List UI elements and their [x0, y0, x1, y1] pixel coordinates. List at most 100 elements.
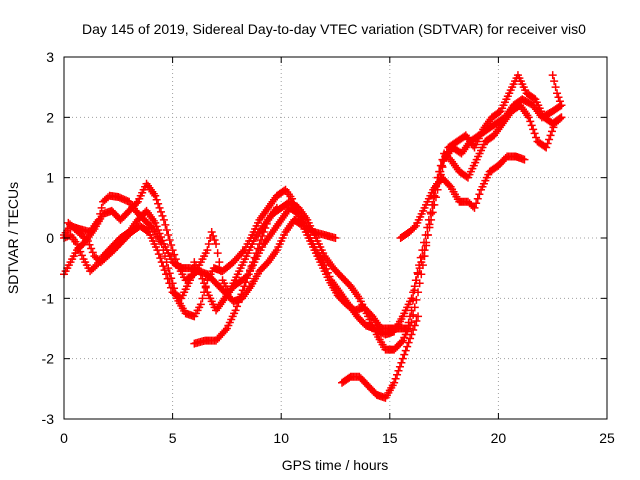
- data-point: [165, 236, 174, 245]
- data-point: [252, 249, 261, 258]
- data-point: [420, 238, 429, 247]
- data-point: [88, 248, 97, 257]
- data-point: [437, 161, 446, 170]
- data-point: [470, 203, 479, 212]
- data-point: [421, 230, 430, 239]
- data-point: [526, 117, 535, 126]
- series-trace-4: [60, 71, 566, 333]
- data-point: [73, 240, 82, 249]
- data-point: [297, 220, 306, 229]
- data-point: [253, 244, 262, 253]
- data-point: [406, 312, 415, 321]
- data-point: [233, 302, 242, 311]
- data-point: [527, 121, 536, 130]
- data-point: [256, 236, 265, 245]
- data-point: [158, 236, 167, 245]
- data-points-layer: [60, 71, 566, 402]
- data-point: [159, 262, 168, 271]
- series-trace-7: [396, 152, 529, 242]
- data-point: [390, 378, 399, 387]
- data-point: [162, 225, 171, 234]
- data-point: [423, 223, 432, 232]
- data-point: [551, 83, 560, 92]
- data-point: [210, 236, 219, 245]
- data-point: [545, 135, 554, 144]
- data-point: [408, 296, 417, 305]
- data-point: [495, 108, 504, 117]
- data-point: [204, 240, 213, 249]
- data-point: [259, 227, 268, 236]
- data-point: [413, 268, 422, 277]
- data-point: [400, 350, 409, 359]
- data-point: [550, 77, 559, 86]
- x-tick-label: 0: [60, 430, 68, 446]
- data-point: [415, 261, 424, 270]
- data-point: [429, 193, 438, 202]
- data-point: [87, 244, 96, 253]
- data-point: [410, 223, 419, 232]
- data-point: [418, 246, 427, 255]
- data-point: [162, 270, 171, 279]
- data-point: [442, 148, 451, 157]
- data-point: [472, 199, 481, 208]
- data-point: [85, 240, 94, 249]
- data-point: [170, 250, 179, 259]
- data-point: [395, 362, 404, 371]
- data-point: [404, 318, 413, 327]
- data-point: [546, 131, 555, 140]
- data-point: [555, 114, 564, 123]
- data-point: [272, 203, 281, 212]
- data-point: [473, 194, 482, 203]
- data-point: [410, 321, 419, 330]
- x-tick-label: 15: [382, 430, 398, 446]
- data-point: [258, 231, 267, 240]
- data-point: [520, 155, 529, 164]
- data-point: [203, 246, 212, 255]
- data-point: [196, 300, 205, 309]
- data-point: [157, 258, 166, 267]
- data-point: [262, 219, 271, 228]
- data-point: [241, 278, 250, 287]
- data-point: [247, 262, 256, 271]
- data-point: [157, 207, 166, 216]
- y-tick-label: 3: [46, 49, 54, 65]
- data-point: [215, 258, 224, 267]
- data-point: [147, 223, 156, 232]
- data-point: [216, 267, 225, 276]
- data-point: [160, 266, 169, 275]
- data-point: [248, 258, 257, 267]
- data-point: [164, 230, 173, 239]
- data-point: [397, 338, 406, 347]
- data-point: [548, 71, 557, 80]
- data-point: [530, 129, 539, 138]
- data-point: [132, 199, 141, 208]
- data-point: [529, 125, 538, 134]
- data-point: [213, 249, 222, 258]
- x-axis-label: GPS time / hours: [282, 457, 389, 473]
- data-point: [97, 203, 106, 212]
- data-point: [391, 374, 400, 383]
- data-point: [143, 226, 152, 235]
- data-point: [154, 250, 163, 259]
- data-point: [412, 316, 421, 325]
- series-trace-8: [548, 71, 566, 110]
- data-point: [152, 195, 161, 204]
- data-point: [207, 227, 216, 236]
- data-point: [151, 218, 160, 227]
- data-point: [407, 306, 416, 315]
- data-point: [244, 270, 253, 279]
- data-point: [410, 286, 419, 295]
- data-point: [159, 215, 168, 224]
- data-point: [165, 269, 174, 278]
- data-point: [167, 241, 176, 250]
- x-tick-label: 10: [273, 430, 289, 446]
- data-point: [161, 220, 170, 229]
- series-trace-5: [190, 203, 281, 348]
- y-tick-label: 1: [46, 170, 54, 186]
- data-point: [524, 113, 533, 122]
- data-point: [201, 283, 210, 292]
- series-trace-3: [60, 101, 566, 354]
- data-point: [553, 89, 562, 98]
- data-point: [238, 247, 247, 256]
- y-tick-label: -1: [42, 290, 55, 306]
